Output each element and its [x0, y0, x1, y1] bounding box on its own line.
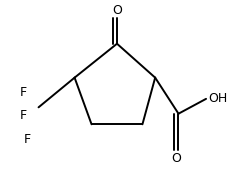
Text: F: F [19, 109, 27, 122]
Text: O: O [112, 4, 122, 17]
Text: O: O [171, 152, 181, 165]
Text: F: F [24, 133, 31, 146]
Text: F: F [19, 86, 27, 99]
Text: OH: OH [208, 92, 227, 105]
